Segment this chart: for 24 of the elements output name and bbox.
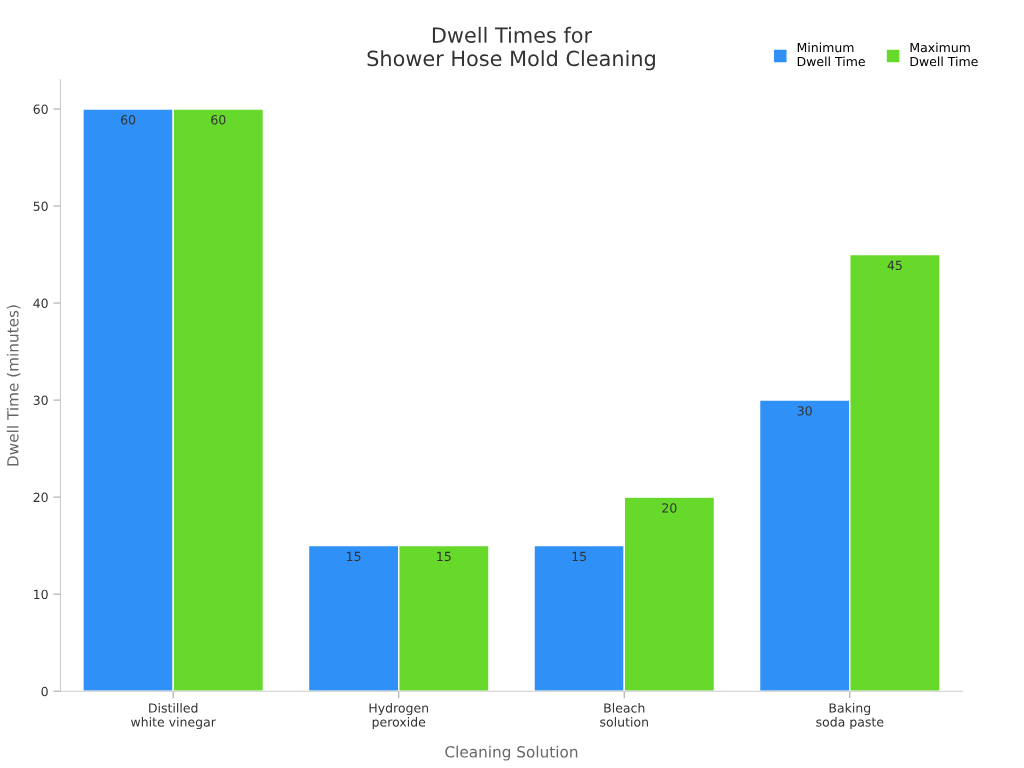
data-label: 20: [662, 503, 677, 513]
data-label: 60: [121, 115, 136, 125]
x-tick-label: Baking soda paste: [816, 703, 884, 730]
y-axis-title: Dwell Time (minutes): [6, 305, 21, 466]
x-tick-label: Distilled white vinegar: [131, 703, 216, 730]
legend-label: Minimum Dwell Time: [797, 42, 865, 67]
data-label: 15: [347, 551, 361, 562]
x-tick-label: Bleach solution: [600, 703, 648, 727]
y-tick-label: 50: [33, 201, 48, 211]
y-tick-label: 20: [33, 492, 48, 503]
y-tick-label: 30: [33, 395, 48, 406]
y-tick-label: 60: [33, 104, 48, 114]
y-tick-label: 0: [41, 686, 48, 697]
chart-title: Dwell Times for Shower Hose Mold Cleaning: [367, 26, 655, 71]
y-tick-label: 40: [33, 298, 48, 308]
data-label: 15: [437, 551, 451, 562]
data-label: 60: [211, 115, 226, 125]
x-tick-label: Hydrogen peroxide: [369, 703, 429, 730]
x-axis-title: Cleaning Solution: [445, 745, 578, 761]
data-label: 30: [797, 406, 812, 416]
data-label: 15: [572, 551, 587, 562]
data-label: 45: [887, 260, 902, 271]
y-tick-label: 10: [34, 589, 48, 600]
legend-label: Maximum Dwell Time: [910, 42, 978, 67]
